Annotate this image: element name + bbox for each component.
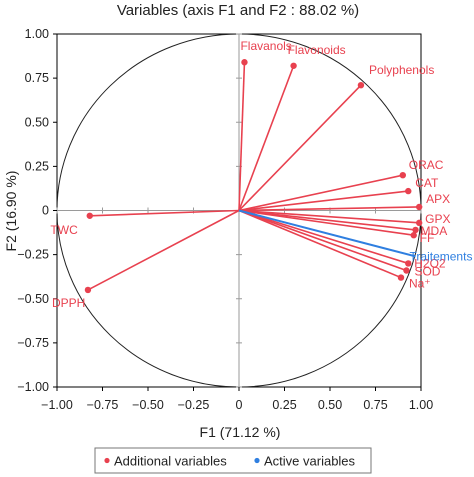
y-tick-label: 1.00 — [25, 27, 49, 41]
variable-point — [86, 212, 93, 219]
variable-label: ORAC — [409, 158, 444, 172]
x-tick-label: 0 — [236, 398, 243, 412]
variable-point — [290, 62, 297, 69]
variable-label: Na⁺ — [409, 277, 431, 291]
x-tick-label: −1.00 — [41, 398, 73, 412]
variable-label: H2O2 — [414, 256, 446, 270]
legend-box — [94, 447, 372, 474]
variable-vector — [238, 209, 414, 237]
variable-point — [403, 267, 410, 274]
y-tick-label: −0.50 — [17, 292, 49, 306]
x-tick-label: −0.75 — [87, 398, 119, 412]
variable-vector — [238, 84, 362, 212]
variable-label: CAT — [415, 176, 439, 190]
variable-point — [357, 81, 365, 89]
variable-label: DPPH — [52, 296, 85, 310]
y-tick-label: 0.75 — [25, 71, 49, 85]
x-tick-label: −0.25 — [178, 398, 210, 412]
variable-vector — [238, 190, 409, 212]
legend: Additional variables Active variables — [94, 447, 372, 474]
x-tick-label: 0.75 — [363, 398, 387, 412]
variable-vector — [238, 174, 403, 212]
variable-point — [241, 59, 248, 66]
variable-label: Polyphenols — [369, 63, 434, 77]
x-axis-label: F1 (71.12 %) — [200, 424, 281, 440]
legend-marker — [104, 457, 110, 464]
variable-point — [399, 172, 406, 179]
variable-label: TWC — [50, 223, 78, 237]
y-axis-label: F2 (16.90 %) — [3, 171, 19, 252]
y-tick-label: −1.00 — [17, 380, 49, 394]
variable-label: MDA — [421, 224, 448, 238]
variable-point — [397, 274, 405, 281]
variable-vector — [238, 209, 409, 265]
variable-label: Flavonoids — [288, 43, 346, 57]
legend-entry-label: Additional variables — [114, 454, 227, 469]
variable-label: APX — [426, 192, 450, 206]
variable-vector — [238, 209, 407, 272]
variable-label: SOD — [414, 265, 440, 279]
variable-vector — [238, 209, 416, 231]
variable-label: Traitements — [410, 249, 473, 263]
legend-entry-label: Active variables — [264, 454, 356, 469]
variable-point — [415, 219, 423, 227]
variable-point — [405, 260, 412, 267]
y-tick-label: 0.50 — [25, 115, 49, 129]
legend-marker — [254, 457, 260, 464]
x-tick-label: 0.50 — [318, 398, 342, 412]
variable-vector — [238, 209, 416, 258]
variable-point — [412, 226, 419, 234]
variable-vector — [238, 206, 420, 212]
variable-point — [405, 187, 412, 195]
variable-vector — [238, 62, 246, 211]
variable-vector — [87, 209, 240, 291]
variable-label: FF — [420, 231, 435, 245]
variable-label: GPX — [425, 212, 450, 226]
y-tick-label: −0.75 — [17, 336, 49, 350]
y-tick-label: 0 — [42, 204, 49, 218]
variable-point — [415, 203, 423, 211]
variable-vector — [238, 65, 295, 211]
variable-point — [84, 286, 92, 294]
variable-point — [410, 232, 417, 239]
variable-vector — [238, 209, 402, 279]
variable-vector — [89, 209, 240, 217]
y-tick-label: 0.25 — [25, 159, 49, 173]
y-tick-label: −0.25 — [17, 248, 49, 262]
x-tick-label: 0.25 — [272, 398, 296, 412]
variable-vector — [238, 209, 420, 224]
chart-title: Variables (axis F1 and F2 : 88.02 %) — [117, 2, 359, 19]
x-tick-label: −0.50 — [132, 398, 164, 412]
variable-label: Flavanols — [240, 39, 291, 53]
x-tick-label: 1.00 — [409, 398, 433, 412]
